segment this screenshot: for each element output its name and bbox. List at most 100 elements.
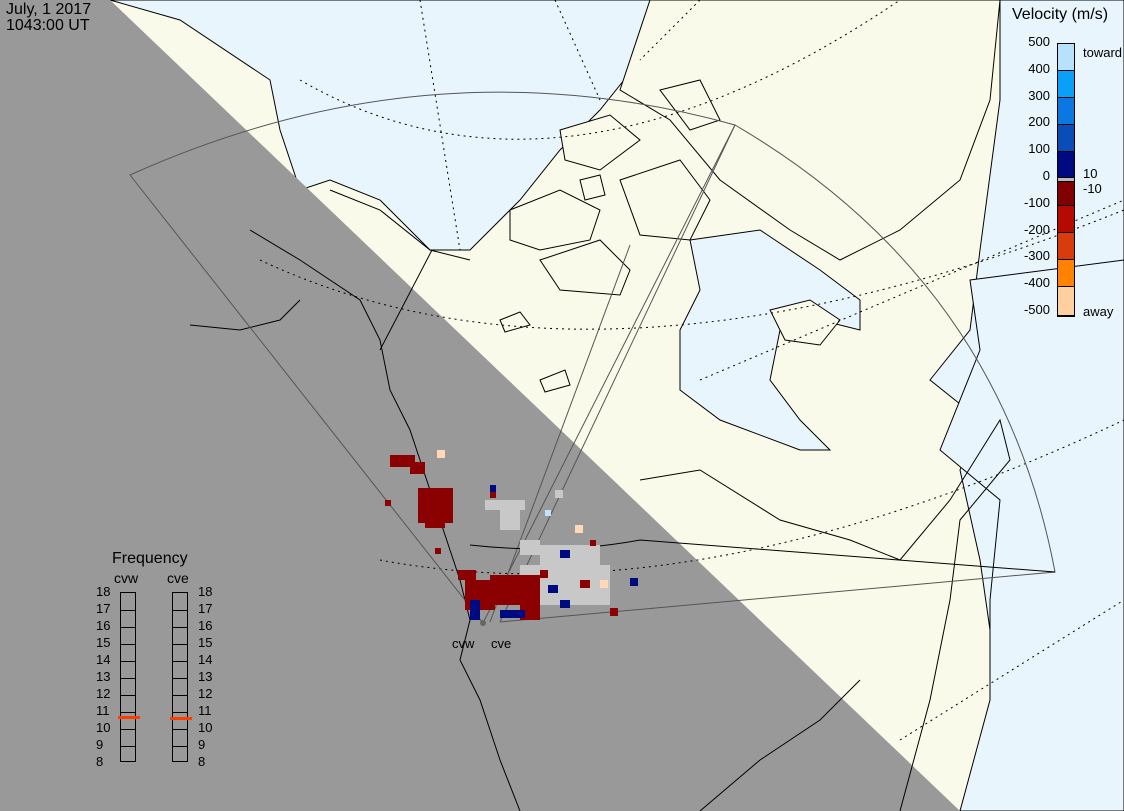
scatter-cell bbox=[435, 548, 441, 554]
frequency-tick-label: 9 bbox=[198, 737, 206, 752]
colorbar-segment bbox=[1058, 152, 1074, 178]
frequency-tick-label: 14 bbox=[198, 652, 213, 667]
colorbar-tick-label: 500 bbox=[1028, 34, 1050, 49]
frequency-grid-line bbox=[173, 678, 187, 679]
frequency-grid-line bbox=[173, 644, 187, 645]
frequency-bar-cvw bbox=[118, 592, 140, 762]
colorbar-segment bbox=[1058, 44, 1074, 71]
colorbar-tick-label: -100 bbox=[1023, 194, 1050, 210]
frequency-tick-label: 18 bbox=[96, 584, 111, 599]
scatter-cell bbox=[560, 600, 570, 608]
frequency-grid-line bbox=[121, 661, 135, 662]
colorbar-segment bbox=[1058, 206, 1074, 233]
cve-freq-label: cve bbox=[167, 570, 189, 586]
away-label: away bbox=[1083, 304, 1114, 319]
night-region bbox=[0, 0, 960, 811]
frequency-tick-label: 13 bbox=[198, 669, 213, 684]
colorbar-segment bbox=[1058, 71, 1074, 98]
colorbar-tick-label: 200 bbox=[1028, 114, 1050, 130]
frequency-tick-label: 11 bbox=[198, 703, 212, 718]
colorbar-segment bbox=[1058, 233, 1074, 260]
colorbar-title: Velocity (m/s) bbox=[1012, 6, 1109, 23]
scatter-cell bbox=[425, 520, 445, 528]
plus-ten-label: 10 bbox=[1083, 166, 1098, 181]
frequency-tick-label: 14 bbox=[96, 652, 111, 667]
atlantic-ocean bbox=[939, 259, 1124, 811]
frequency-tick-label: 10 bbox=[96, 720, 111, 735]
frequency-grid-line bbox=[121, 746, 135, 747]
frequency-tick-label: 8 bbox=[96, 754, 104, 769]
scatter-cell bbox=[500, 610, 525, 618]
scatter-cell bbox=[555, 490, 563, 498]
frequency-grid-line bbox=[173, 695, 187, 696]
frequency-tick-label: 12 bbox=[96, 686, 111, 701]
scatter-cell bbox=[590, 540, 596, 546]
frequency-tick-label: 18 bbox=[198, 584, 213, 599]
grid-lines bbox=[259, 0, 1124, 741]
frequency-grid-line bbox=[121, 729, 135, 730]
scatter-cell bbox=[410, 462, 425, 474]
frequency-tick-label: 16 bbox=[96, 618, 111, 633]
scatter-cell bbox=[580, 580, 590, 588]
frequency-grid-line bbox=[173, 746, 187, 747]
frequency-grid-line bbox=[121, 610, 135, 611]
scatter-cell bbox=[490, 492, 496, 498]
frequency-tick-label: 15 bbox=[96, 635, 111, 650]
velocity-colorbar bbox=[1057, 43, 1075, 317]
scatter-cell bbox=[600, 580, 608, 588]
colorbar-tick-label: -200 bbox=[1023, 221, 1050, 237]
cvw-freq-label: cvw bbox=[114, 570, 139, 586]
scatter-cell bbox=[520, 540, 540, 555]
scatter-cell bbox=[575, 525, 583, 533]
greenland bbox=[619, 0, 1001, 261]
scatter-cell bbox=[610, 608, 618, 616]
frequency-grid-line bbox=[173, 729, 187, 730]
frequency-bar-cve bbox=[170, 592, 192, 762]
frequency-tick-label: 11 bbox=[96, 703, 110, 718]
date-label: July, 1 2017 bbox=[6, 1, 92, 18]
cvw-site-label: cvw bbox=[452, 636, 475, 651]
frequency-tick-label: 12 bbox=[198, 686, 213, 701]
colorbar-segment bbox=[1058, 178, 1074, 182]
scatter-cell bbox=[490, 485, 496, 493]
colorbar-segment bbox=[1058, 287, 1074, 316]
scatter-cell bbox=[545, 510, 551, 516]
colorbar-tick-label: 100 bbox=[1028, 141, 1050, 157]
frequency-grid-line bbox=[173, 627, 187, 628]
scatter-cell bbox=[560, 550, 570, 558]
frequency-tick-label: 10 bbox=[198, 720, 213, 735]
colorbar-tick-label: 0 bbox=[1042, 168, 1050, 183]
frequency-grid-line bbox=[121, 712, 135, 713]
scatter-cell bbox=[470, 600, 480, 620]
colorbar-tick-label: -500 bbox=[1023, 302, 1050, 317]
scatter-cell bbox=[437, 450, 445, 458]
frequency-tick-label: 8 bbox=[198, 754, 206, 769]
frequency-tick-label: 9 bbox=[96, 737, 104, 752]
toward-label: toward bbox=[1083, 45, 1123, 60]
colorbar-segment bbox=[1058, 125, 1074, 152]
colorbar-segment bbox=[1058, 182, 1074, 206]
scatter-cells bbox=[385, 450, 638, 620]
frequency-grid-line bbox=[121, 644, 135, 645]
scatter-cell bbox=[540, 570, 548, 578]
colorbar-tick-label: 400 bbox=[1028, 60, 1050, 76]
scatter-cell bbox=[485, 500, 525, 510]
frequency-grid-line bbox=[173, 712, 187, 713]
scatter-cell bbox=[458, 570, 476, 580]
frequency-marker bbox=[118, 715, 140, 719]
scatter-cell bbox=[630, 578, 638, 586]
frequency-tick-label: 15 bbox=[198, 635, 213, 650]
frequency-tick-label: 16 bbox=[198, 618, 213, 633]
scatter-cell bbox=[385, 500, 391, 506]
colorbar-tick-label: 300 bbox=[1028, 87, 1050, 103]
cve-site-label: cve bbox=[491, 636, 512, 651]
frequency-marker bbox=[170, 717, 192, 721]
frequency-grid-line bbox=[173, 661, 187, 662]
colorbar-tick-label: -400 bbox=[1023, 275, 1050, 291]
colorbar-segment bbox=[1058, 98, 1074, 125]
frequency-tick-label: 13 bbox=[96, 669, 111, 684]
frequency-grid-line bbox=[121, 695, 135, 696]
frequency-grid-line bbox=[121, 627, 135, 628]
scatter-cell bbox=[548, 585, 558, 593]
